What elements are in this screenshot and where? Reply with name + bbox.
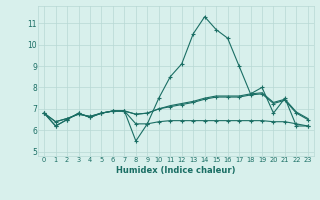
X-axis label: Humidex (Indice chaleur): Humidex (Indice chaleur) — [116, 166, 236, 175]
